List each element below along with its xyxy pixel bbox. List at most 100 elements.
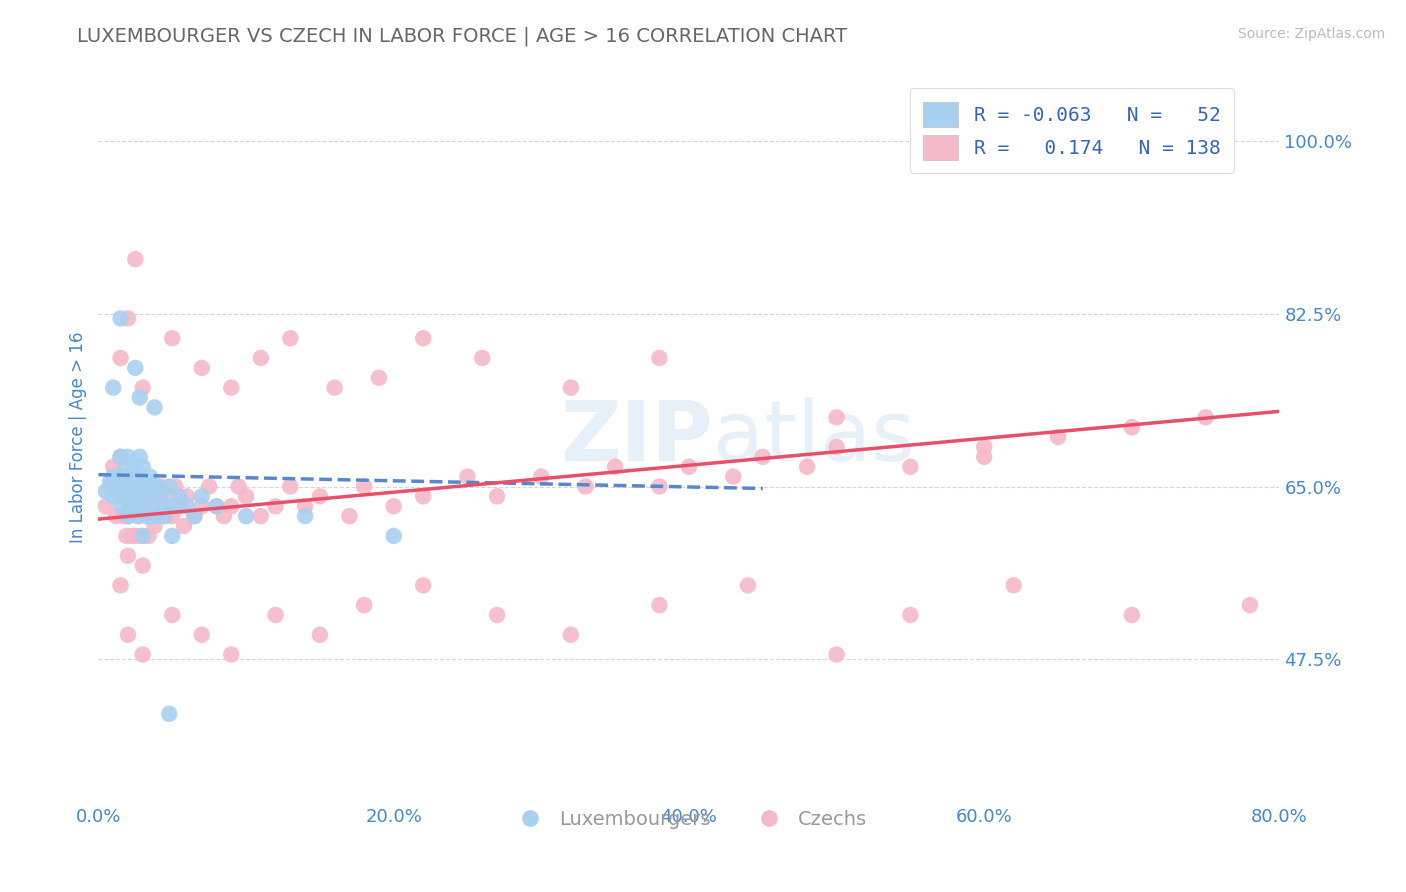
Point [103,381,125,395]
Point [132,558,155,573]
Point [1046,430,1070,444]
Point [309,489,332,503]
Point [105,479,128,493]
Point [149,479,172,493]
Point [141,479,163,493]
Point [173,519,195,533]
Point [117,628,139,642]
Point [128,479,150,493]
Text: Source: ZipAtlas.com: Source: ZipAtlas.com [1237,27,1385,41]
Point [135,479,157,493]
Point [120,500,142,514]
Point [111,500,134,514]
Point [128,450,150,464]
Point [169,500,191,514]
Point [191,500,214,514]
Point [110,450,132,464]
Point [118,479,141,493]
Point [280,479,302,493]
Point [107,479,129,493]
Point [155,509,177,524]
Text: atlas: atlas [713,397,914,477]
Point [117,479,139,493]
Point [648,351,671,365]
Point [264,500,287,514]
Point [339,509,361,524]
Point [235,509,257,524]
Point [205,500,228,514]
Point [309,628,332,642]
Point [486,607,509,622]
Point [973,440,995,454]
Point [112,509,135,524]
Point [117,509,139,524]
Point [353,598,375,612]
Point [294,500,316,514]
Point [129,529,152,543]
Point [457,469,479,483]
Point [796,459,818,474]
Point [98,475,121,489]
Point [110,450,132,464]
Point [280,331,302,345]
Point [412,578,434,592]
Point [1195,410,1218,425]
Point [110,469,132,483]
Point [146,509,169,524]
Point [103,469,125,483]
Point [530,469,553,483]
Point [117,549,139,563]
Point [136,509,159,524]
Point [1121,607,1143,622]
Point [191,628,214,642]
Point [128,391,150,405]
Point [368,371,391,385]
Point [1239,598,1261,612]
Point [103,489,125,503]
Point [152,500,174,514]
Point [471,351,494,365]
Point [198,479,221,493]
Point [146,509,169,524]
Point [124,459,146,474]
Point [825,648,848,662]
Point [235,489,257,503]
Point [825,440,848,454]
Point [98,479,121,493]
Point [110,578,132,592]
Point [169,489,191,503]
Point [678,459,700,474]
Point [900,459,922,474]
Point [183,509,205,524]
Point [1002,578,1025,592]
Point [145,489,167,503]
Point [124,252,146,267]
Point [157,479,180,493]
Point [605,459,627,474]
Point [205,500,228,514]
Point [183,509,205,524]
Point [737,578,759,592]
Point [382,529,405,543]
Point [103,459,125,474]
Point [111,489,134,503]
Point [250,351,273,365]
Point [560,381,582,395]
Point [132,459,155,474]
Point [114,469,136,483]
Legend: Luxembourgers, Czechs: Luxembourgers, Czechs [503,803,875,837]
Point [127,509,149,524]
Point [752,450,775,464]
Point [825,410,848,425]
Point [146,479,169,493]
Point [412,331,434,345]
Point [138,479,160,493]
Point [323,381,346,395]
Point [115,489,138,503]
Point [162,331,183,345]
Point [382,500,405,514]
Point [115,529,138,543]
Point [157,489,180,503]
Point [121,479,143,493]
Point [134,500,156,514]
